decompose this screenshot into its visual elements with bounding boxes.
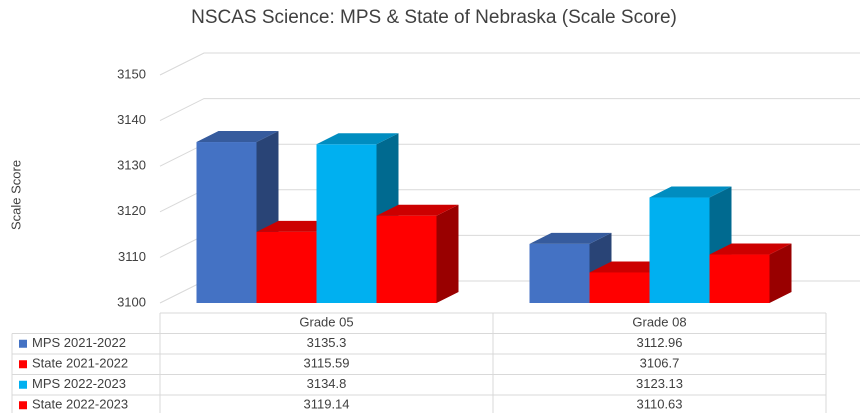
y-tick-label: 3140 <box>117 112 146 127</box>
bar <box>709 254 770 303</box>
bar-top <box>376 204 459 216</box>
grid-line <box>159 52 860 76</box>
legend-label: State 2021-2022 <box>32 356 128 371</box>
bar-side <box>769 243 792 303</box>
legend-swatch <box>19 401 27 410</box>
table-value: 3115.59 <box>303 356 349 371</box>
bar-top <box>649 186 732 198</box>
y-tick-label: 3130 <box>117 158 146 173</box>
bar-top <box>709 243 792 255</box>
bar-top <box>196 131 279 143</box>
legend-label: MPS 2021-2022 <box>32 335 126 350</box>
table-value: 3135.3 <box>307 335 347 350</box>
x-tick-label: Grade 05 <box>299 315 353 330</box>
bar <box>649 197 710 303</box>
y-tick-label: 3150 <box>117 66 146 81</box>
bar <box>256 231 317 303</box>
table-value: 3123.13 <box>636 376 683 391</box>
legend-label: State 2022-2023 <box>32 397 128 412</box>
legend-swatch <box>19 380 27 389</box>
y-tick-label: 3120 <box>117 203 146 218</box>
table-value: 3110.63 <box>636 397 682 412</box>
table-value: 3112.96 <box>636 335 682 350</box>
table-value: 3134.8 <box>307 376 347 391</box>
table-value: 3106.7 <box>640 356 680 371</box>
bar-top <box>529 232 612 244</box>
bar-side <box>436 204 459 303</box>
x-tick-label: Grade 08 <box>632 315 686 330</box>
y-tick-label: 3100 <box>117 294 146 309</box>
bar <box>316 144 377 303</box>
table-value: 3119.14 <box>303 397 349 412</box>
bar <box>589 272 650 303</box>
legend-swatch <box>19 360 27 369</box>
y-tick-label: 3110 <box>118 249 146 264</box>
bar <box>376 215 437 303</box>
grid-line <box>159 98 860 122</box>
legend-label: MPS 2022-2023 <box>32 376 126 391</box>
bar-top <box>316 133 399 145</box>
bar <box>529 243 590 303</box>
legend-swatch <box>19 339 27 348</box>
y-axis-label: Scale Score <box>8 160 23 230</box>
bar <box>196 142 257 303</box>
chart-title: NSCAS Science: MPS & State of Nebraska (… <box>191 7 677 28</box>
